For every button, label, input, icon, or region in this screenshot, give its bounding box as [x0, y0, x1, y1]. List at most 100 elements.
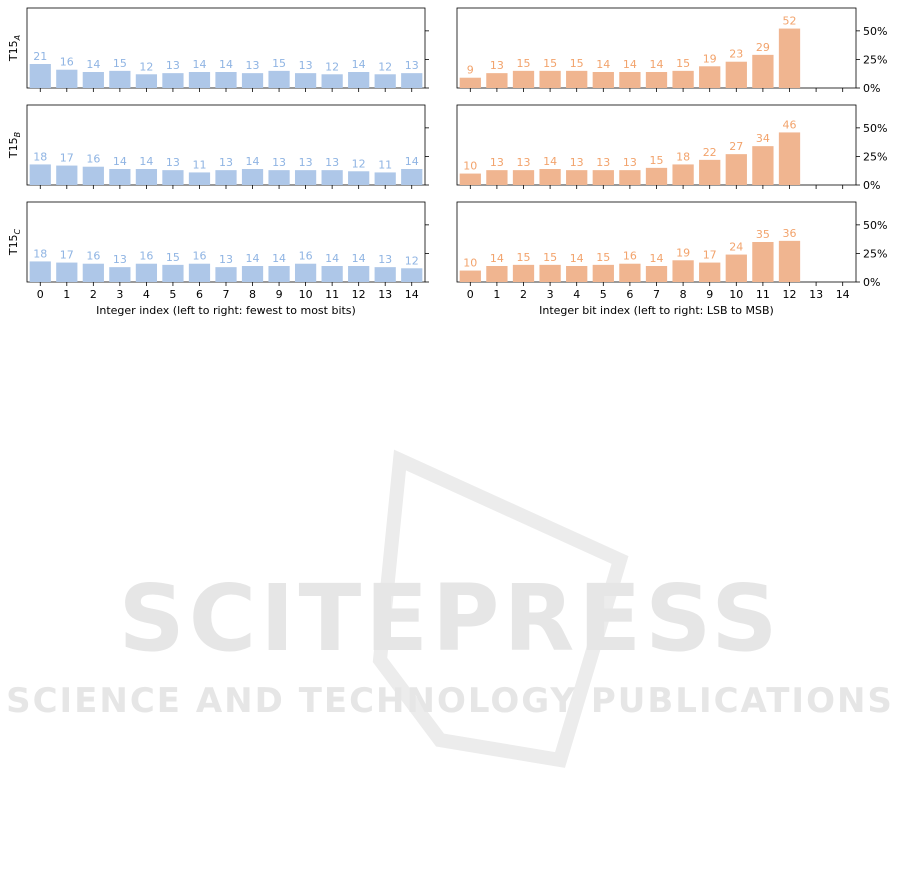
- y-tick-label: 0%: [863, 276, 880, 289]
- bar: [241, 73, 264, 88]
- bar: [566, 266, 588, 282]
- value-label: 12: [378, 60, 392, 73]
- y-tick-label: 25%: [863, 150, 887, 163]
- value-label: 13: [219, 156, 233, 169]
- value-label: 13: [517, 156, 531, 169]
- bar: [162, 170, 184, 185]
- value-label: 15: [543, 57, 557, 70]
- x-tick-label: 1: [493, 288, 500, 301]
- bar: [645, 167, 668, 185]
- bar: [778, 132, 801, 185]
- x-axis-label: Integer index (left to right: fewest to …: [96, 304, 356, 317]
- x-tick-label: 7: [223, 288, 230, 301]
- bar: [135, 74, 158, 88]
- value-label: 19: [703, 52, 717, 65]
- value-label: 15: [596, 251, 610, 264]
- value-label: 13: [325, 156, 339, 169]
- bar: [672, 164, 694, 185]
- bar: [566, 70, 588, 88]
- bar: [109, 169, 131, 185]
- value-label: 35: [756, 228, 770, 241]
- x-tick-label: 9: [276, 288, 283, 301]
- bar: [592, 264, 614, 282]
- value-label: 13: [166, 59, 180, 72]
- bar: [592, 72, 614, 88]
- value-label: 10: [463, 257, 477, 270]
- bar: [162, 264, 184, 282]
- bar: [188, 72, 211, 88]
- y-axis-label-main: T15: [7, 40, 20, 62]
- watermark-logo: [372, 449, 629, 768]
- value-label: 9: [467, 64, 474, 77]
- x-tick-label: 0: [37, 288, 44, 301]
- value-label: 12: [139, 60, 153, 73]
- x-tick-label: 10: [729, 288, 743, 301]
- bar: [268, 170, 290, 185]
- bar: [374, 172, 396, 185]
- y-axis-label-main: T15: [7, 234, 20, 256]
- value-label: 13: [405, 59, 419, 72]
- value-label: 23: [729, 48, 743, 61]
- value-label: 22: [703, 146, 717, 159]
- value-label: 14: [650, 58, 664, 71]
- value-label: 10: [463, 160, 477, 173]
- bar: [241, 266, 264, 282]
- value-label: 15: [650, 154, 664, 167]
- value-label: 14: [543, 155, 557, 168]
- bar: [699, 159, 721, 185]
- x-tick-label: 8: [680, 288, 687, 301]
- y-axis-label-subscript: B: [13, 132, 22, 138]
- value-label: 13: [299, 156, 313, 169]
- bar: [29, 164, 51, 185]
- bar: [486, 266, 508, 282]
- bar: [348, 72, 370, 88]
- value-label: 14: [246, 155, 260, 168]
- x-tick-label: 2: [90, 288, 97, 301]
- bar: [512, 264, 535, 282]
- bar: [778, 28, 801, 89]
- y-axis-label: T15B: [7, 132, 22, 159]
- value-label: 34: [756, 132, 770, 145]
- value-label: 29: [756, 41, 770, 54]
- value-label: 11: [378, 158, 392, 171]
- bar: [459, 173, 481, 185]
- value-label: 14: [86, 58, 100, 71]
- x-tick-label: 5: [169, 288, 176, 301]
- y-axis-label: T15C: [7, 228, 22, 256]
- value-label: 14: [246, 252, 260, 265]
- x-tick-label: 12: [783, 288, 797, 301]
- value-label: 16: [60, 56, 74, 69]
- bar: [672, 70, 694, 88]
- bar: [486, 73, 508, 88]
- bar: [374, 74, 396, 88]
- x-tick-label: 4: [573, 288, 580, 301]
- x-tick-label: 1: [63, 288, 70, 301]
- value-label: 14: [139, 155, 153, 168]
- value-label: 14: [405, 155, 419, 168]
- bar: [699, 66, 721, 88]
- bar: [29, 64, 51, 88]
- bar: [294, 73, 317, 88]
- value-label: 13: [570, 156, 584, 169]
- value-label: 18: [33, 150, 47, 163]
- value-label: 12: [325, 60, 339, 73]
- value-label: 14: [570, 252, 584, 265]
- value-label: 13: [490, 156, 504, 169]
- bar: [294, 170, 317, 185]
- y-tick-label: 0%: [863, 82, 880, 95]
- bar: [215, 267, 237, 282]
- bar: [109, 70, 131, 88]
- value-label: 13: [272, 156, 286, 169]
- value-label: 14: [219, 58, 233, 71]
- value-label: 11: [192, 158, 206, 171]
- value-label: 14: [352, 58, 366, 71]
- y-tick-label: 50%: [863, 25, 887, 38]
- value-label: 14: [650, 252, 664, 265]
- bar: [592, 170, 614, 185]
- watermark-title: SCITEPRESS: [118, 565, 781, 672]
- bar: [566, 170, 588, 185]
- value-label: 14: [113, 155, 127, 168]
- value-label: 17: [60, 152, 74, 165]
- bar: [619, 72, 641, 88]
- value-label: 15: [543, 251, 557, 264]
